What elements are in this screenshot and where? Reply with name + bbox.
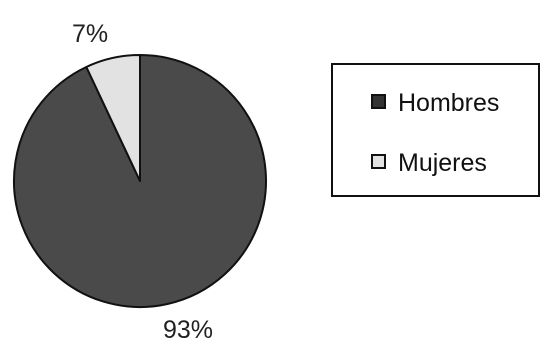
pie-slices bbox=[13, 54, 267, 308]
legend-label-hombres: Hombres bbox=[398, 89, 499, 117]
legend-item-mujeres: Mujeres bbox=[371, 149, 487, 177]
pie-slice-hombres bbox=[13, 54, 267, 308]
legend-swatch-mujeres bbox=[371, 154, 386, 169]
pie-slice-mujeres bbox=[85, 54, 141, 182]
legend-swatch-hombres bbox=[371, 94, 386, 109]
data-label-hombres: 93% bbox=[163, 316, 213, 344]
legend: Hombres Mujeres bbox=[331, 63, 540, 197]
legend-box bbox=[331, 63, 540, 197]
data-label-mujeres: 7% bbox=[72, 20, 108, 48]
legend-item-hombres: Hombres bbox=[371, 89, 499, 117]
legend-label-mujeres: Mujeres bbox=[398, 149, 487, 177]
